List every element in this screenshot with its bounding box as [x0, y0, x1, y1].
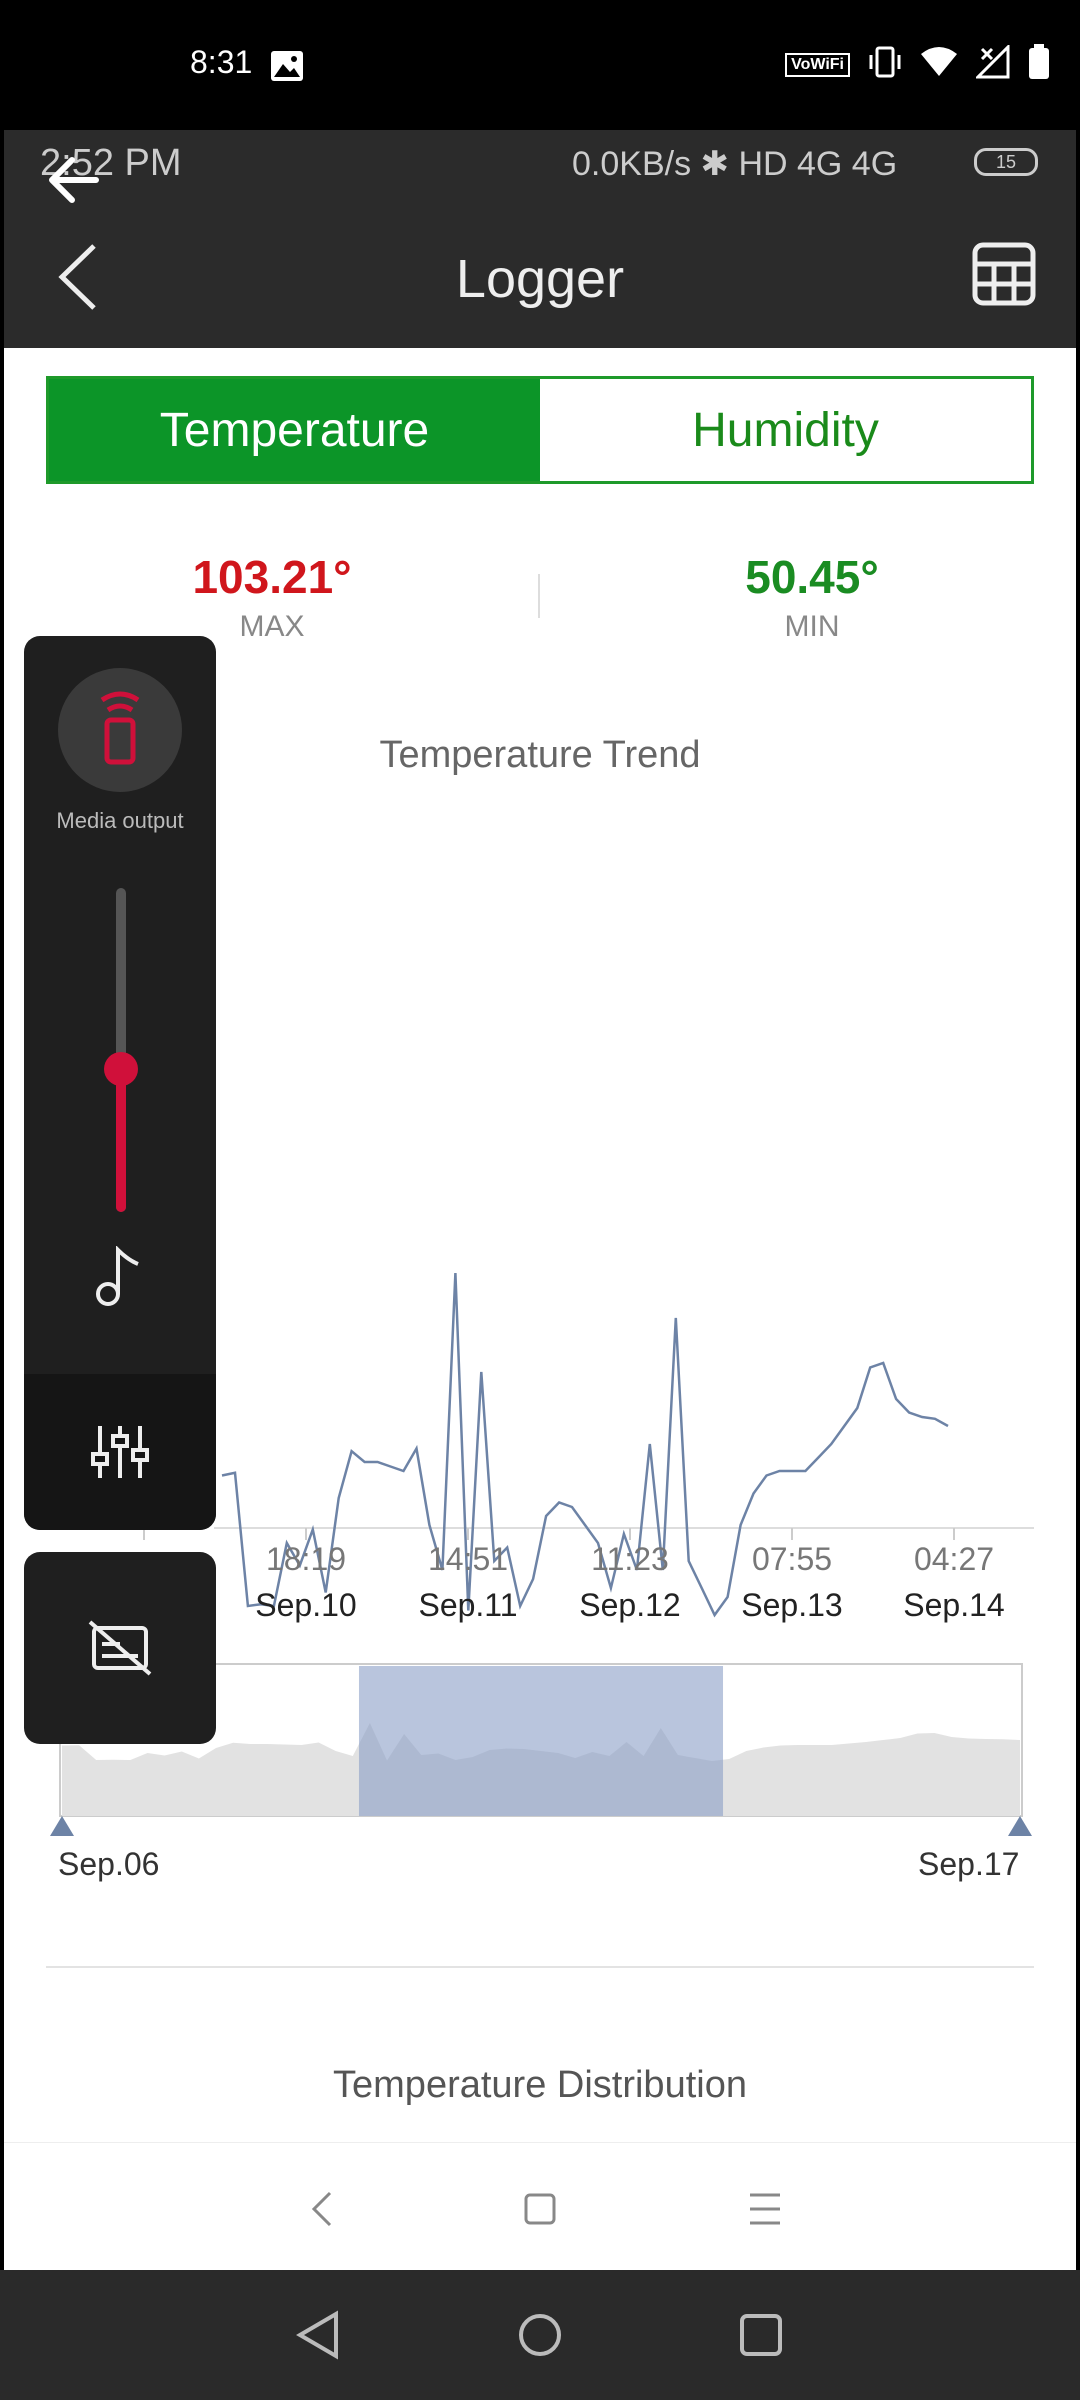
x-tick-date-label: Sep.14: [903, 1587, 1004, 1623]
volume-panel: Media output: [24, 636, 216, 1530]
volume-slider-fill: [116, 1069, 126, 1212]
section-divider: [46, 1966, 1034, 1968]
inner-nav-back-icon[interactable]: [311, 2191, 332, 2227]
vibrate-icon: [868, 45, 902, 84]
inner-nav-menu-icon[interactable]: [750, 2193, 780, 2225]
inner-battery: 15: [974, 148, 1038, 176]
chart-title: Temperature Trend: [379, 734, 701, 776]
gallery-icon: [270, 50, 304, 87]
metric-tabs: Temperature Humidity: [46, 376, 1034, 484]
inner-nav-home-icon[interactable]: [524, 2193, 556, 2225]
temperature-trend-chart[interactable]: 18:19 Sep.10 14:51 Sep.11 11:23 Sep.12 07:55 Se…: [4, 130, 1076, 1930]
app-header: 2:52 PM 0.0KB/s ✱ HD 4G 4G 15 Logger: [4, 130, 1076, 348]
range-start-label: Sep.06: [58, 1846, 160, 1882]
tab-temperature[interactable]: Temperature: [49, 379, 540, 481]
min-value: 50.45°: [745, 551, 879, 603]
max-label: MAX: [239, 610, 305, 643]
x-tick-marks: [143, 1528, 955, 1540]
battery-icon: [1028, 44, 1050, 85]
range-start-handle[interactable]: [50, 1816, 74, 1836]
x-tick-time-label: 07:55: [752, 1541, 832, 1577]
outer-clock: 8:31: [190, 44, 253, 80]
media-output-icon: [100, 691, 140, 765]
media-output-label: Media output: [56, 808, 184, 833]
min-label: MIN: [784, 610, 840, 643]
outer-status-icons: VoWiFi: [785, 43, 1050, 85]
volume-slider-track[interactable]: [116, 888, 126, 1212]
nav-home-icon[interactable]: [519, 2314, 561, 2356]
inner-nav-bar: [4, 2142, 1076, 2270]
x-tick-time-label: 04:27: [914, 1541, 994, 1577]
x-tick-time-label: 18:19: [266, 1541, 346, 1577]
inner-status-icons: 0.0KB/s ✱ HD 4G 4G: [572, 145, 898, 183]
x-tick-date-label: Sep.13: [741, 1587, 842, 1623]
range-end-label: Sep.17: [918, 1846, 1020, 1882]
equalizer-settings-icon[interactable]: [90, 1422, 150, 1487]
distribution-title: Temperature Distribution: [333, 2064, 747, 2106]
max-value: 103.21°: [192, 551, 352, 603]
system-nav-bar: [0, 2270, 1080, 2400]
media-output-button[interactable]: [58, 668, 182, 792]
tab-humidity[interactable]: Humidity: [540, 379, 1031, 481]
page-title: Logger: [455, 249, 625, 309]
system-nav-icons: [296, 2310, 782, 2360]
volume-slider-knob[interactable]: [104, 1052, 138, 1087]
music-note-icon[interactable]: [94, 1245, 146, 1315]
range-navigator[interactable]: [50, 1663, 1032, 1836]
x-tick-date-label: Sep.10: [255, 1587, 356, 1623]
navigator-selected-window[interactable]: [358, 1666, 724, 1816]
inner-nav-icons: [311, 2191, 780, 2227]
overlay-back-arrow-icon[interactable]: [48, 156, 100, 209]
x-tick-date-label: Sep.11: [418, 1587, 517, 1623]
x-tick-date-label: Sep.12: [579, 1587, 680, 1623]
table-view-icon[interactable]: [972, 242, 1036, 311]
captions-toggle-panel[interactable]: [24, 1552, 216, 1744]
nav-recents-icon[interactable]: [740, 2314, 782, 2356]
x-tick-time-label: 14:51: [428, 1541, 508, 1577]
captions-off-icon: [88, 1620, 152, 1676]
back-chevron-icon[interactable]: [56, 242, 100, 317]
outer-status-bar: 8:31 VoWiFi: [0, 0, 1080, 130]
x-tick-labels: 18:19 Sep.10 14:51 Sep.11 11:23 Sep.12 07:55 Se…: [255, 1541, 1004, 1623]
signal-icon: [974, 43, 1010, 84]
temperature-series-line: [221, 1272, 949, 1618]
wifi-icon: [920, 46, 958, 83]
stat-divider: [538, 574, 540, 618]
vowifi-badge: VoWiFi: [785, 52, 850, 77]
x-tick-time-label: 11:23: [591, 1541, 669, 1577]
range-end-handle[interactable]: [1008, 1816, 1032, 1836]
nav-back-icon[interactable]: [296, 2310, 338, 2360]
